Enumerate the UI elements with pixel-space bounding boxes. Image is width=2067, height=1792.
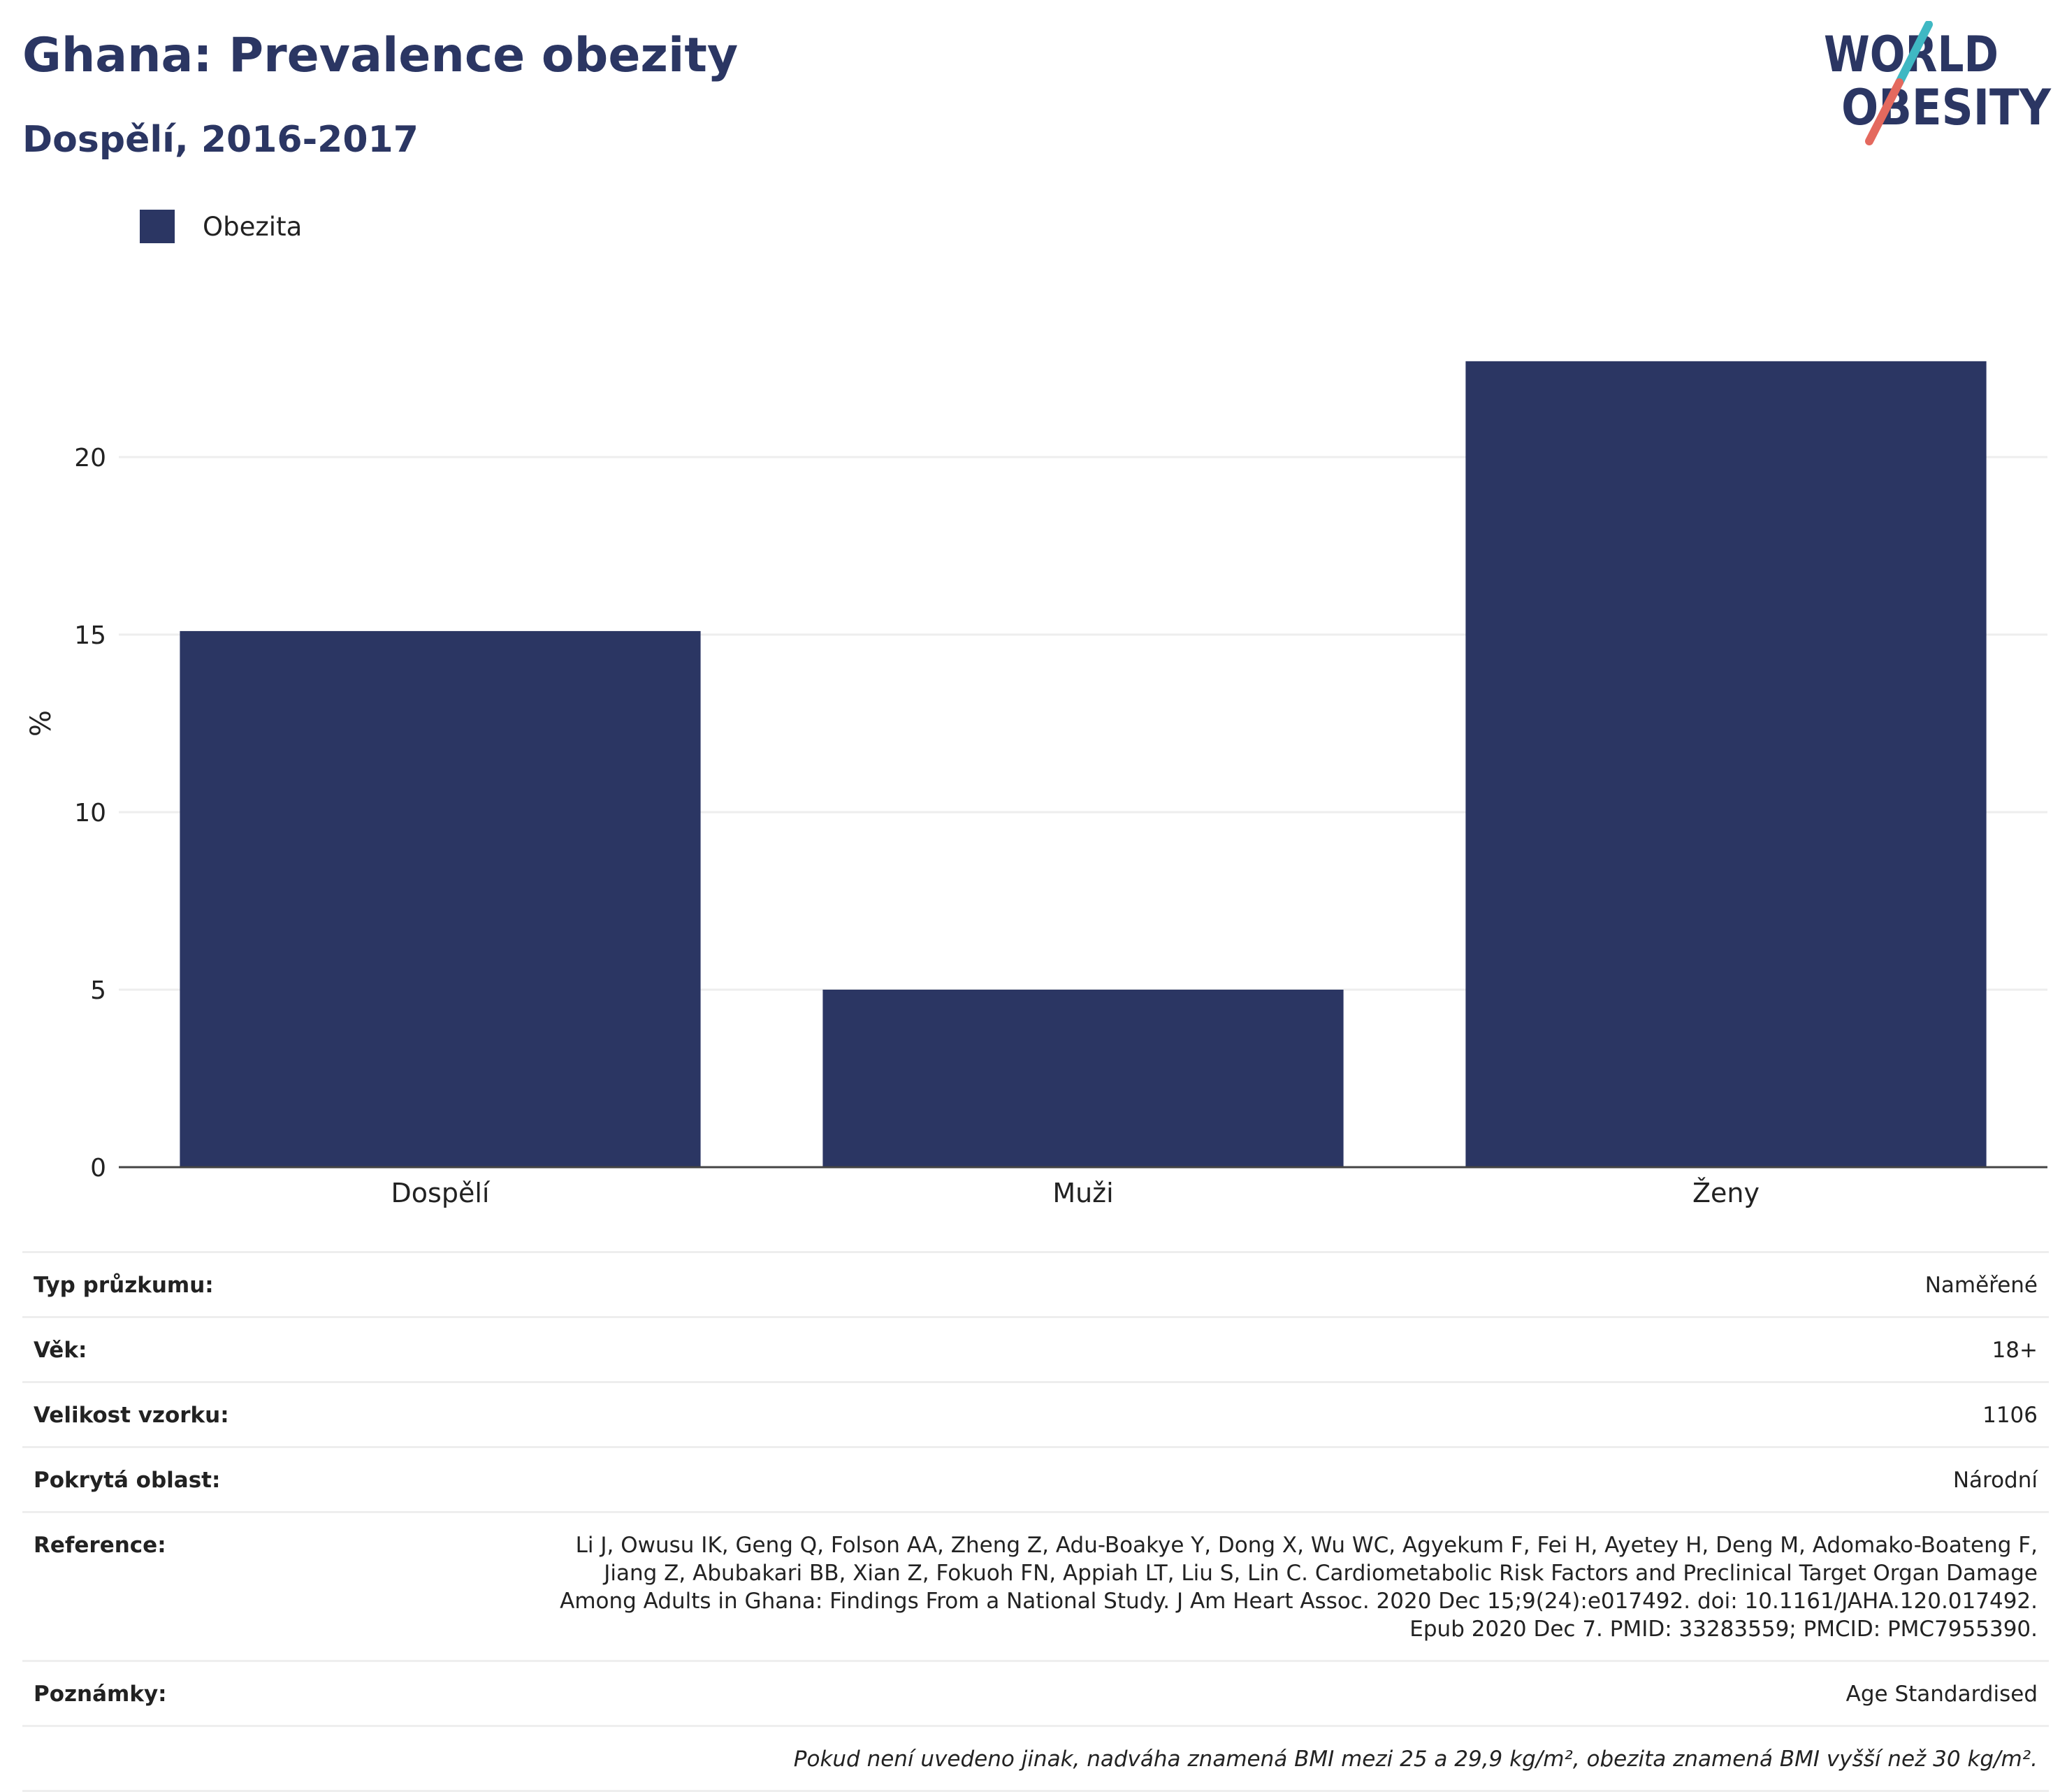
- footnote-text: Pokud není uvedeno jinak, nadváha znamen…: [793, 1747, 2038, 1772]
- chart-title: Ghana: Prevalence obezity: [22, 28, 739, 83]
- info-value: Age Standardised: [1845, 1682, 2038, 1707]
- info-label: Velikost vzorku:: [34, 1403, 229, 1428]
- x-tick-label: Ženy: [1692, 1178, 1760, 1208]
- info-table: Typ průzkumu: Naměřené Věk: 18+ Velikost…: [22, 1251, 2049, 1792]
- legend-swatch-obezita: [140, 210, 175, 243]
- legend-label-obezita: Obezita: [203, 211, 303, 242]
- logo-slash-red: [1865, 78, 1903, 145]
- reference-text: Li J, Owusu IK, Geng Q, Folson AA, Zheng…: [560, 1533, 2038, 1642]
- bar-1: [822, 990, 1344, 1167]
- chart-subtitle: Dospělí, 2016-2017: [22, 119, 419, 161]
- x-tick-label: Dospělí: [391, 1178, 491, 1208]
- info-value: Národní: [1952, 1468, 2038, 1493]
- info-label: Pokrytá oblast:: [34, 1468, 221, 1493]
- info-row-survey-type: Typ průzkumu: Naměřené: [22, 1253, 2049, 1318]
- y-tick-label: 15: [74, 621, 106, 650]
- logo-slash-teal: [1895, 21, 1933, 87]
- info-label: Věk:: [34, 1338, 87, 1363]
- info-row-age: Věk: 18+: [22, 1318, 2049, 1383]
- info-value: Naměřené: [1924, 1273, 2038, 1298]
- y-tick-label: 0: [90, 1154, 106, 1183]
- x-tick-label: Muži: [1052, 1178, 1113, 1208]
- bar-0: [180, 630, 701, 1167]
- info-row-notes: Poznámky: Age Standardised: [22, 1662, 2049, 1727]
- info-label: Reference:: [34, 1533, 166, 1558]
- y-tick-label: 5: [90, 976, 106, 1005]
- info-row-coverage: Pokrytá oblast: Národní: [22, 1448, 2049, 1513]
- y-axis-title: %: [25, 710, 57, 737]
- bar-chart: 0 5 10 15 20% Dospělí Muži Ženy: [25, 361, 2047, 1208]
- info-row-reference: Reference: Li J, Owusu IK, Geng Q, Folso…: [22, 1513, 2049, 1662]
- info-row-sample-size: Velikost vzorku: 1106: [22, 1383, 2049, 1448]
- info-label: Poznámky:: [34, 1682, 167, 1707]
- y-tick-label: 20: [74, 444, 106, 472]
- info-label: Typ průzkumu:: [34, 1273, 214, 1298]
- info-row-footnote: Pokud není uvedeno jinak, nadváha znamen…: [22, 1727, 2049, 1792]
- world-obesity-logo: WORLD OBESITY: [1824, 21, 2052, 145]
- bar-2: [1465, 361, 1987, 1167]
- y-tick-label: 10: [74, 799, 106, 828]
- info-value: 1106: [1982, 1403, 2038, 1428]
- legend: Obezita: [140, 208, 302, 245]
- info-value: 18+: [1992, 1338, 2038, 1363]
